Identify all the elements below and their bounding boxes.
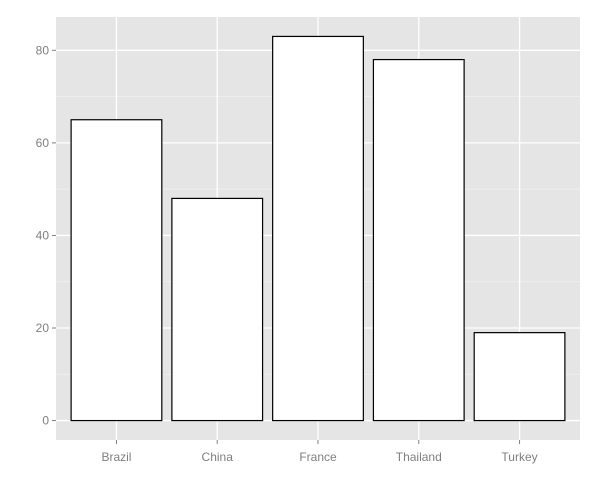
y-tick-label: 0: [42, 414, 49, 428]
x-tick-label: Turkey: [501, 450, 537, 464]
bar-thailand: [372, 58, 465, 422]
y-axis: 0 20 40 60 80: [36, 43, 56, 428]
x-tick-label: Thailand: [396, 450, 442, 464]
x-tick-label: France: [299, 450, 337, 464]
bar-turkey: [473, 332, 566, 422]
bar-china: [171, 197, 264, 422]
bar-brazil: [70, 119, 163, 422]
y-tick-label: 40: [36, 228, 50, 242]
y-tick-label: 20: [36, 321, 50, 335]
x-axis: Brazil China France Thailand Turkey: [101, 440, 538, 464]
bars: [70, 35, 566, 422]
x-tick-label: China: [202, 450, 234, 464]
x-tick-label: Brazil: [101, 450, 131, 464]
y-tick-label: 80: [36, 43, 50, 57]
y-tick-label: 60: [36, 136, 50, 150]
bar-france: [272, 35, 364, 422]
